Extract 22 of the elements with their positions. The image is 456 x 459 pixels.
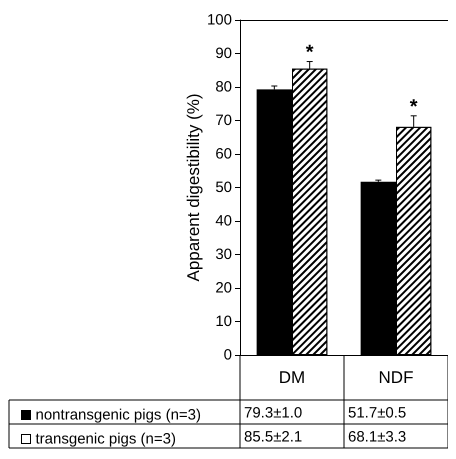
y-tick-label: 90 bbox=[215, 45, 232, 62]
y-tick-label: 60 bbox=[215, 146, 232, 162]
annotation: * bbox=[306, 42, 314, 64]
y-tick-label: 70 bbox=[215, 112, 232, 129]
y-tick-label: 50 bbox=[215, 179, 232, 196]
data-label: 79.3±1.0 bbox=[244, 404, 302, 422]
legend-label: transgenic pigs (n=3) bbox=[36, 430, 176, 448]
data-label: 51.7±0.5 bbox=[348, 404, 406, 422]
data-label: 68.1±3.3 bbox=[348, 428, 406, 446]
y-tick-label: 80 bbox=[215, 78, 232, 96]
y-tick-label: 30 bbox=[215, 246, 232, 263]
y-tick-label: 0 bbox=[224, 346, 232, 364]
y-tick-label: 40 bbox=[215, 212, 232, 230]
x-tick-label: DM bbox=[278, 368, 306, 387]
x-tick-label: NDF bbox=[378, 368, 414, 387]
y-tick-label: 100 bbox=[206, 12, 232, 28]
y-tick-label: 10 bbox=[215, 313, 232, 330]
legend-label: nontransgenic pigs (n=3) bbox=[36, 406, 202, 424]
y-tick-label: 20 bbox=[215, 280, 232, 296]
data-label: 85.5±2.1 bbox=[244, 428, 302, 446]
annotation: * bbox=[410, 96, 418, 118]
y-axis-title: Apparent digestibility (%) bbox=[184, 93, 203, 282]
